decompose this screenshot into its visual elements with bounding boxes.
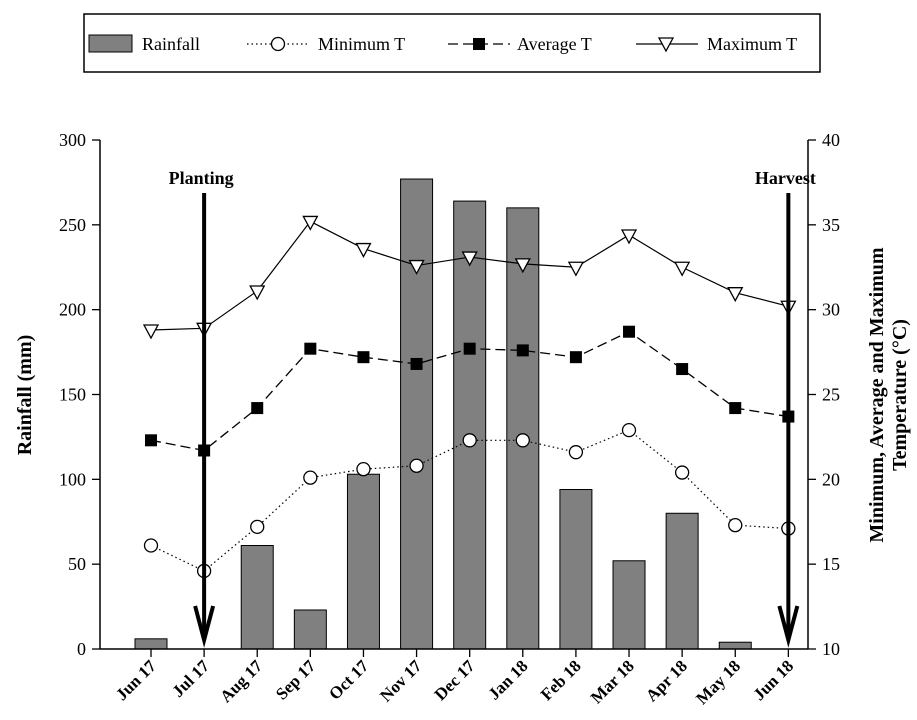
rainfall-bar-2 [240, 545, 274, 650]
legend-label-maximum-t: Maximum T [707, 34, 797, 54]
x-tick-label-3: Sep 17 [272, 656, 320, 704]
maximum-t-point-0 [142, 324, 160, 340]
maximum-t-point-5 [408, 259, 425, 275]
average-t-point-5 [410, 357, 423, 370]
minimum-t-point-3 [303, 470, 318, 485]
left-tick-label-50: 50 [68, 554, 86, 574]
average-t-point-8 [569, 351, 582, 364]
average-t-point-9 [623, 325, 636, 338]
average-t-point-0 [145, 434, 157, 447]
x-tick-label-8: Feb 18 [537, 656, 585, 704]
right-axis-title-line1: Minimum, Average and Maximum [866, 247, 888, 543]
minimum-t-point-8 [568, 445, 584, 460]
x-tick-label-5: Nov 17 [376, 656, 426, 706]
left-tick-label-100: 100 [59, 469, 86, 489]
right-axis-ticks: 10 15 20 25 30 35 40 [808, 130, 840, 659]
minimum-t-point-6 [462, 433, 477, 448]
legend-marker-average-t [473, 38, 485, 50]
average-t-point-10 [676, 363, 689, 376]
x-tick-label-6: Dec 17 [431, 656, 479, 704]
right-tick-label-10: 10 [822, 639, 840, 659]
minimum-t-point-9 [621, 422, 637, 438]
average-t-point-3 [304, 342, 317, 355]
minimum-t-point-11 [728, 517, 743, 533]
left-axis-title: Rainfall (mm) [14, 335, 36, 456]
x-tick-label-9: Mar 18 [587, 656, 638, 707]
maximum-t-point-2 [249, 285, 266, 301]
average-t-point-4 [357, 351, 370, 364]
maximum-t-point-10 [674, 261, 691, 277]
legend-marker-maximum-t [657, 37, 675, 53]
rainfall-bar-6 [453, 200, 487, 650]
maximum-t-point-7 [514, 258, 531, 274]
x-tick-label-0: Jun 17 [112, 656, 160, 704]
right-tick-label-20: 20 [822, 469, 840, 489]
average-t-point-6 [463, 342, 476, 355]
rainfall-bar-9 [612, 560, 646, 650]
rainfall-bar-8 [559, 489, 593, 650]
x-tick-label-11: May 18 [692, 656, 744, 708]
right-tick-label-25: 25 [822, 385, 840, 405]
rainfall-bar-5 [400, 178, 434, 650]
legend-marker-minimum-t [270, 36, 286, 52]
minimum-t-point-0 [143, 538, 159, 553]
average-t-point-7 [516, 344, 529, 357]
maximum-t-point-4 [355, 242, 372, 258]
left-axis-ticks: 0 50 100 150 200 250 300 [59, 130, 100, 659]
average-t-point-2 [251, 402, 264, 415]
x-axis-ticks: Jun 17 Jul 17 Aug 17 Sep 17 Oct 17 Nov 17 Dec … [112, 649, 797, 708]
legend: Rainfall Minimum T Average T Maximum T [83, 13, 821, 73]
rainfall-bar-10 [665, 512, 699, 650]
rainfall-bar-4 [346, 473, 380, 650]
right-tick-label-35: 35 [822, 215, 840, 235]
minimum-t-point-4 [356, 462, 371, 477]
maximum-t-point-8 [567, 261, 584, 277]
planting-arrow-head [193, 605, 216, 648]
rainfall-bar-7 [506, 207, 540, 650]
maximum-t-point-3 [302, 215, 319, 231]
rainfall-bars [134, 178, 752, 650]
minimum-t-point-2 [250, 519, 265, 534]
harvest-arrow-head [777, 605, 800, 648]
x-tick-label-7: Jan 18 [484, 656, 531, 703]
maximum-t-point-11 [727, 287, 744, 303]
x-tick-label-4: Oct 17 [325, 656, 373, 704]
harvest-label: Harvest [755, 168, 816, 188]
legend-swatch-rainfall [88, 34, 133, 53]
annotations: Planting Harvest [169, 168, 816, 648]
x-tick-label-1: Jul 17 [168, 656, 213, 701]
average-t-point-11 [729, 402, 742, 415]
left-tick-label-200: 200 [59, 300, 86, 320]
legend-label-rainfall: Rainfall [142, 34, 200, 54]
rainfall-bar-0 [134, 638, 168, 650]
rainfall-bar-3 [293, 609, 327, 650]
left-tick-label-0: 0 [77, 639, 86, 659]
x-tick-label-12: Jun 18 [749, 656, 797, 704]
x-tick-label-10: Apr 18 [642, 656, 691, 705]
right-tick-label-15: 15 [822, 554, 840, 574]
left-tick-label-250: 250 [59, 215, 86, 235]
rainfall-bar-11 [718, 641, 752, 650]
left-tick-label-150: 150 [59, 385, 86, 405]
right-tick-label-30: 30 [822, 300, 840, 320]
legend-box [83, 13, 821, 73]
planting-label: Planting [169, 168, 234, 188]
right-axis-title-line2: Temperature (°C) [889, 319, 911, 471]
maximum-t-point-6 [461, 251, 478, 267]
right-tick-label-40: 40 [822, 130, 840, 150]
legend-label-minimum-t: Minimum T [318, 34, 405, 54]
maximum-t-point-9 [620, 229, 638, 245]
x-tick-label-2: Aug 17 [216, 656, 266, 706]
legend-label-average-t: Average T [517, 34, 592, 54]
minimum-t-point-7 [515, 433, 530, 448]
minimum-t-point-5 [409, 458, 424, 473]
minimum-t-point-10 [674, 465, 690, 480]
left-tick-label-300: 300 [59, 130, 86, 150]
